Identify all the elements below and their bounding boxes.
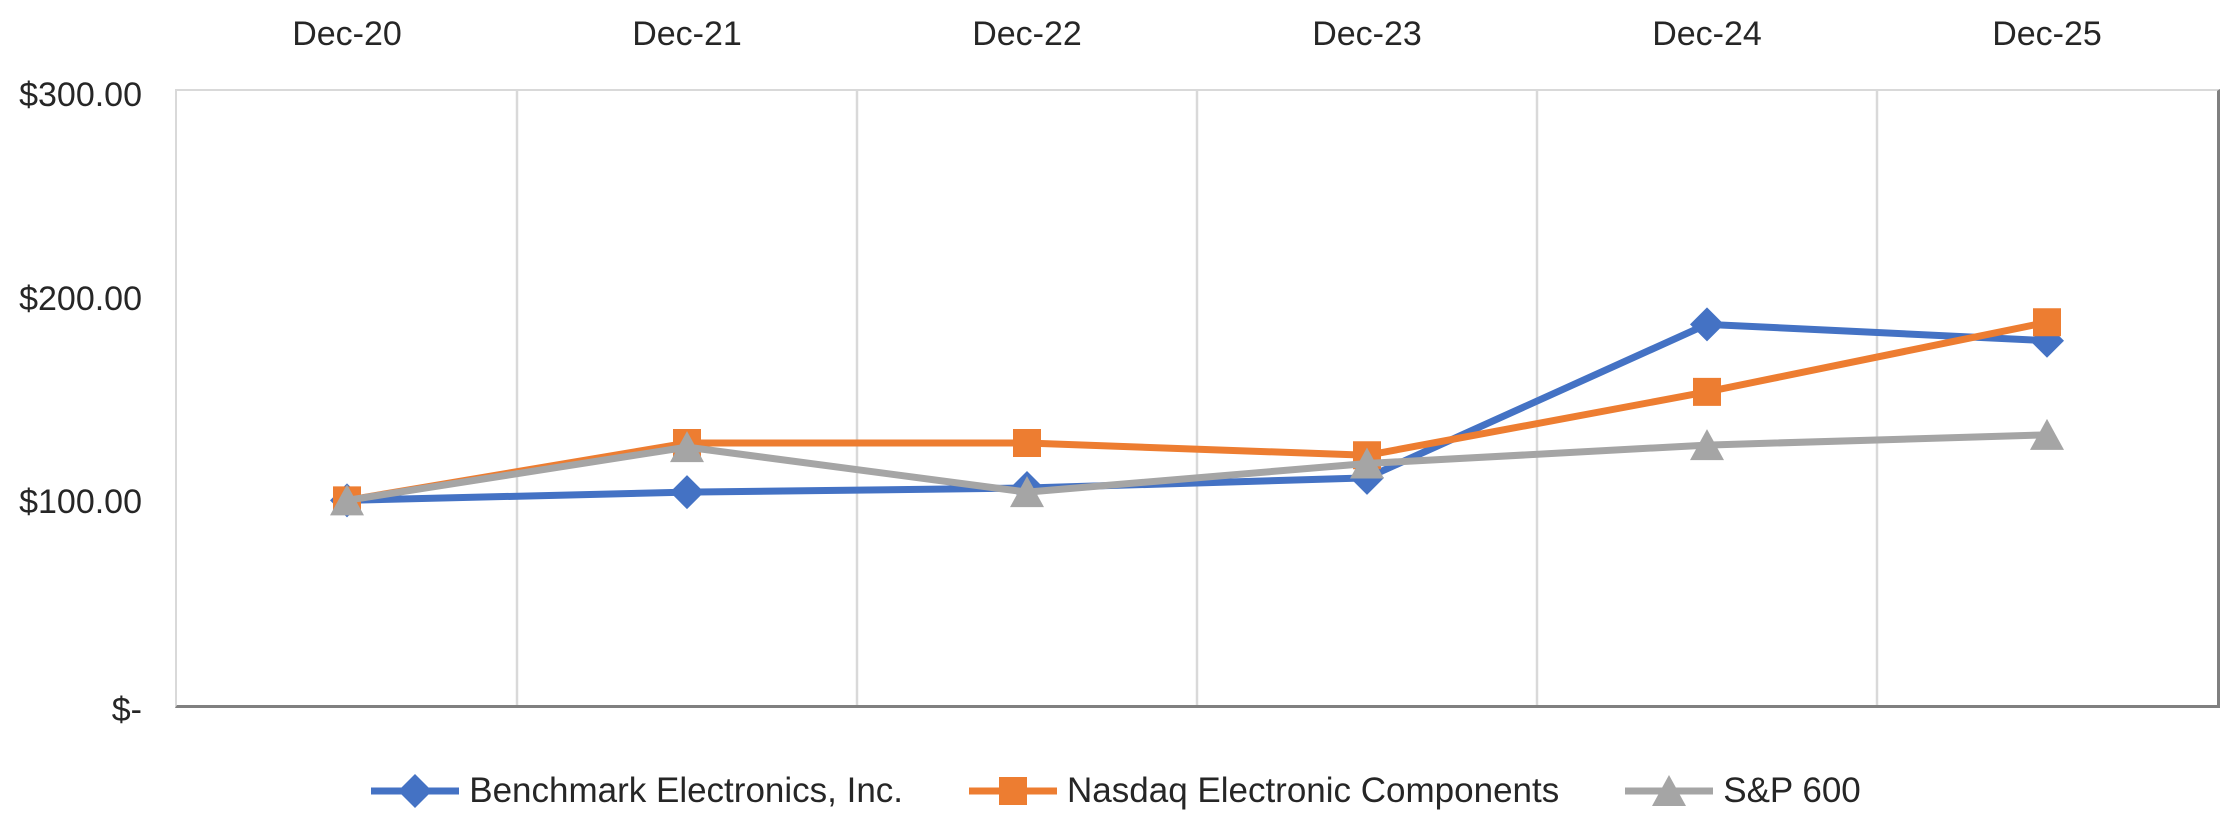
legend: Benchmark Electronics, Inc. Nasdaq Elect… bbox=[0, 765, 2232, 817]
x-axis-label-dec-24: Dec-24 bbox=[1652, 15, 1762, 53]
legend-item-benchmark: Benchmark Electronics, Inc. bbox=[371, 769, 903, 813]
x-axis-label-dec-25: Dec-25 bbox=[1992, 15, 2102, 53]
line-diamond-marker-icon bbox=[371, 774, 460, 808]
y-axis-label-zero: $- bbox=[111, 691, 142, 729]
legend-item-nasdaq: Nasdaq Electronic Components bbox=[969, 769, 1559, 813]
x-axis-label-dec-22: Dec-22 bbox=[972, 15, 1082, 53]
plot-area bbox=[175, 89, 2220, 708]
x-axis-label-dec-21: Dec-21 bbox=[632, 15, 742, 53]
line-triangle-marker-icon bbox=[1625, 775, 1714, 806]
x-axis-label-dec-20: Dec-20 bbox=[292, 15, 402, 53]
legend-label-sp600: S&P 600 bbox=[1723, 771, 1861, 810]
x-axis-label-dec-23: Dec-23 bbox=[1312, 15, 1422, 53]
chart-canvas bbox=[330, 91, 2064, 705]
legend-label-benchmark: Benchmark Electronics, Inc. bbox=[469, 771, 904, 810]
line-square-marker-icon bbox=[969, 777, 1058, 805]
y-axis-label-300: $300.00 bbox=[19, 76, 142, 114]
legend-label-nasdaq: Nasdaq Electronic Components bbox=[1067, 771, 1560, 810]
y-axis-label-200: $200.00 bbox=[19, 280, 142, 318]
y-axis-label-100: $100.00 bbox=[19, 483, 142, 521]
legend-item-sp600: S&P 600 bbox=[1625, 769, 1861, 813]
